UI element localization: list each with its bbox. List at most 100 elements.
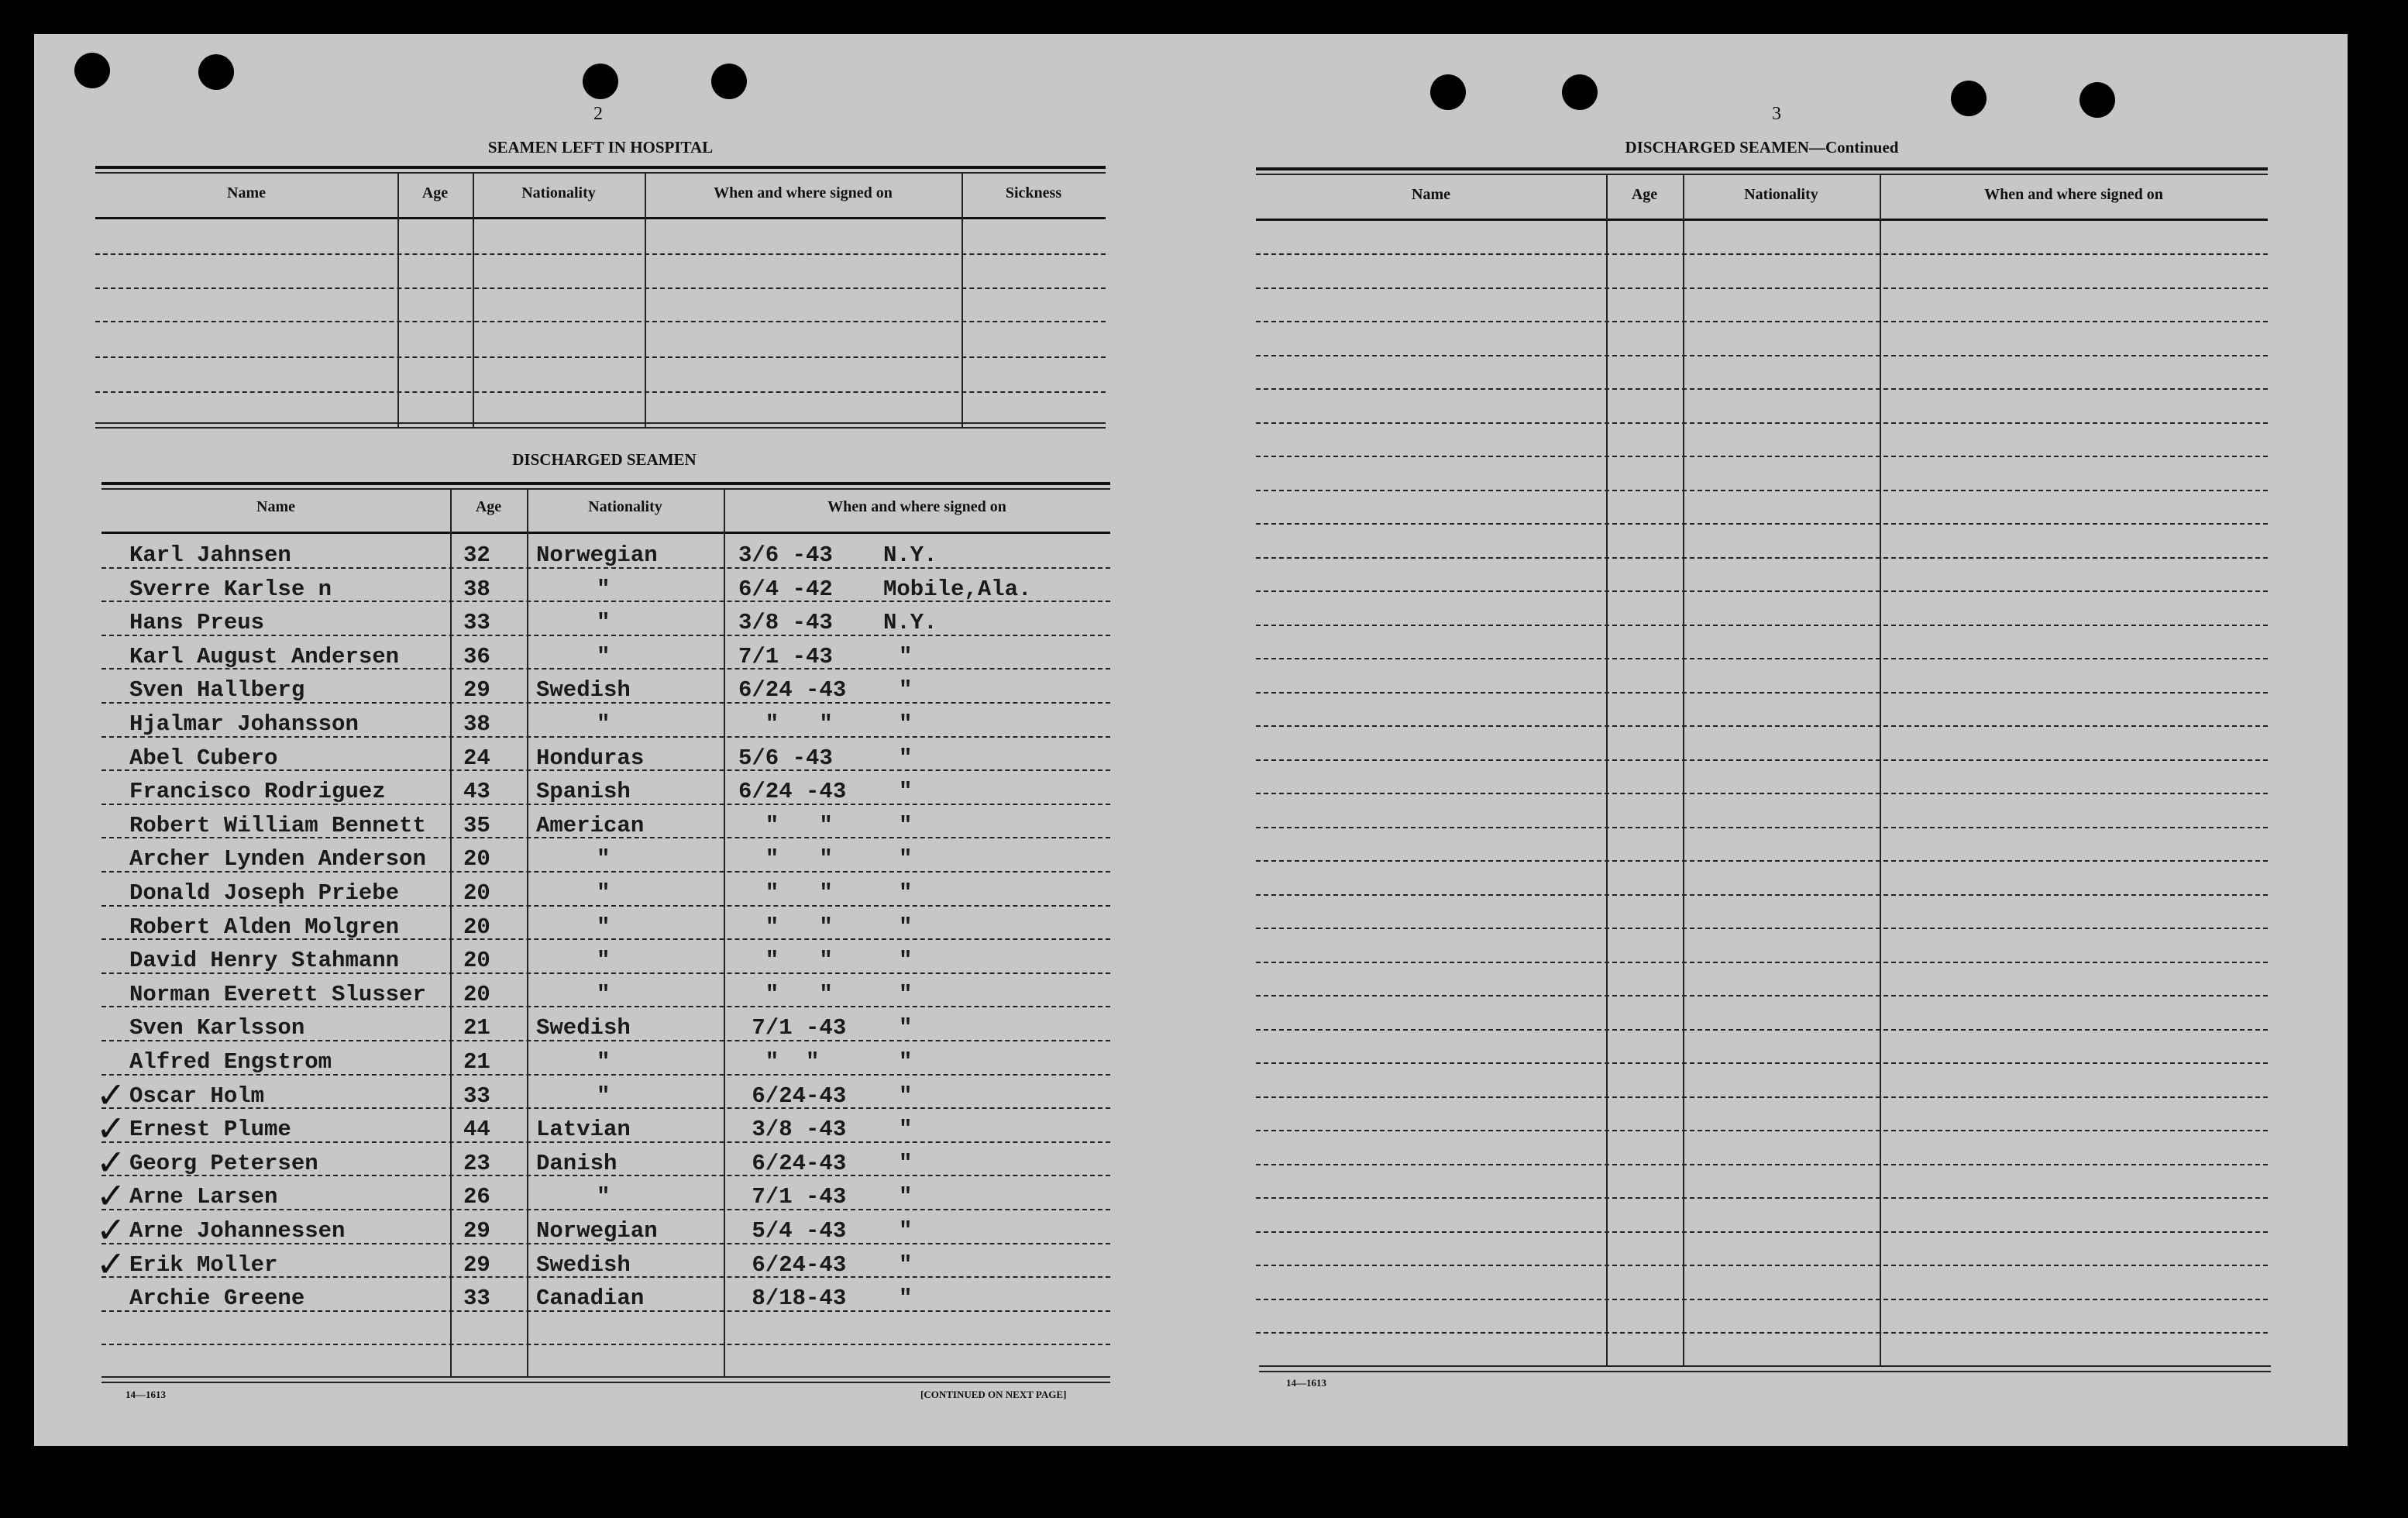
seaman-name: Arne Johannessen bbox=[129, 1218, 346, 1244]
check-mark-icon: ✓ bbox=[96, 1141, 126, 1183]
seaman-nationality: " bbox=[597, 1083, 611, 1109]
row-rule bbox=[1256, 1062, 2268, 1064]
signed-on-date: 6/24 -43 bbox=[738, 779, 847, 805]
row-rule bbox=[1256, 1332, 2268, 1334]
seaman-nationality: " bbox=[597, 880, 611, 906]
seaman-name: Ernest Plume bbox=[129, 1117, 291, 1143]
row-rule bbox=[101, 769, 1110, 772]
column-header-name: Name bbox=[256, 498, 295, 515]
seaman-nationality: " bbox=[597, 711, 611, 737]
check-mark-icon: ✓ bbox=[96, 1209, 126, 1251]
seaman-name: Donald Joseph Priebe bbox=[129, 880, 400, 906]
row-rule bbox=[1256, 691, 2268, 694]
signed-on-place: Mobile,Ala. bbox=[883, 576, 1032, 602]
signed-on-place: " bbox=[899, 846, 913, 873]
row-rule bbox=[1256, 1130, 2268, 1131]
seaman-nationality: Norwegian bbox=[536, 542, 658, 568]
seaman-age: 20 bbox=[463, 846, 490, 873]
table-bottom-rule bbox=[95, 427, 1106, 429]
seaman-nationality: " bbox=[597, 643, 611, 670]
row-rule bbox=[101, 1141, 1110, 1143]
seaman-nationality: " bbox=[597, 846, 611, 873]
seaman-name: Norman Everett Slusser bbox=[129, 981, 426, 1007]
column-divider bbox=[645, 172, 646, 427]
row-rule bbox=[101, 1310, 1110, 1312]
signed-on-place: " bbox=[899, 1218, 913, 1244]
signed-on-place: " bbox=[899, 1117, 913, 1143]
continued-section-title: DISCHARGED SEAMEN—Continued bbox=[1625, 138, 1899, 157]
signed-on-date: " " bbox=[738, 812, 833, 838]
column-header-sickness: Sickness bbox=[1005, 184, 1062, 201]
row-rule bbox=[1256, 995, 2268, 997]
seaman-name: Robert William Bennett bbox=[129, 812, 426, 838]
row-rule bbox=[1256, 624, 2268, 626]
row-rule bbox=[101, 837, 1110, 839]
seaman-age: 36 bbox=[463, 643, 490, 670]
column-header-signed-on: When and where signed on bbox=[1984, 186, 2163, 203]
seaman-nationality: " bbox=[597, 576, 611, 602]
seaman-nationality: " bbox=[597, 948, 611, 974]
column-divider bbox=[1880, 174, 1881, 1367]
row-rule bbox=[1256, 354, 2268, 356]
document-page bbox=[34, 34, 2348, 1446]
row-rule bbox=[101, 1276, 1110, 1279]
row-rule bbox=[1256, 1265, 2268, 1266]
signed-on-place: " bbox=[899, 779, 913, 805]
row-rule bbox=[101, 803, 1110, 805]
column-header-signed-on: When and where signed on bbox=[827, 498, 1006, 515]
signed-on-date: " " bbox=[738, 880, 833, 906]
seaman-age: 20 bbox=[463, 948, 490, 974]
seaman-age: 29 bbox=[463, 1251, 490, 1278]
row-rule bbox=[101, 566, 1110, 569]
seaman-name: Robert Alden Molgren bbox=[129, 914, 400, 940]
row-rule bbox=[1256, 456, 2268, 457]
signed-on-place: " bbox=[899, 1286, 913, 1312]
seaman-name: Sverre Karlse n bbox=[129, 576, 332, 602]
punch-hole bbox=[1430, 74, 1466, 110]
row-rule bbox=[95, 321, 1106, 322]
row-rule bbox=[1256, 1197, 2268, 1199]
table-bottom-rule bbox=[95, 422, 1106, 424]
column-header-nationality: Nationality bbox=[521, 184, 596, 201]
row-rule bbox=[1256, 826, 2268, 828]
signed-on-place: " bbox=[899, 880, 913, 906]
form-number-left: 14—1613 bbox=[126, 1389, 166, 1400]
row-rule bbox=[101, 1073, 1110, 1076]
row-rule bbox=[1256, 1096, 2268, 1098]
seaman-nationality: Latvian bbox=[536, 1117, 631, 1143]
seaman-nationality: Canadian bbox=[536, 1286, 645, 1312]
signed-on-date: 5/6 -43 bbox=[738, 745, 833, 771]
seaman-age: 43 bbox=[463, 779, 490, 805]
signed-on-date: 6/24 -43 bbox=[738, 677, 847, 704]
punch-hole bbox=[74, 53, 110, 88]
signed-on-date: " " bbox=[738, 1049, 820, 1075]
seaman-age: 33 bbox=[463, 610, 490, 636]
signed-on-place: " bbox=[899, 677, 913, 704]
signed-on-place: " bbox=[899, 711, 913, 737]
signed-on-date: 7/1 -43 bbox=[738, 1184, 847, 1210]
row-rule bbox=[1256, 523, 2268, 525]
seaman-name: Sven Karlsson bbox=[129, 1015, 305, 1041]
signed-on-date: 3/6 -43 bbox=[738, 542, 833, 568]
row-rule bbox=[101, 1242, 1110, 1244]
column-header-name: Name bbox=[1412, 186, 1450, 203]
row-rule bbox=[1256, 422, 2268, 424]
seaman-nationality: Swedish bbox=[536, 1015, 631, 1041]
row-rule bbox=[1256, 556, 2268, 559]
row-rule bbox=[101, 634, 1110, 636]
seaman-age: 32 bbox=[463, 542, 490, 568]
seaman-name: Francisco Rodriguez bbox=[129, 779, 386, 805]
row-rule bbox=[1256, 759, 2268, 761]
row-rule bbox=[101, 1209, 1110, 1210]
signed-on-place: " bbox=[899, 948, 913, 974]
seaman-age: 20 bbox=[463, 981, 490, 1007]
row-rule bbox=[101, 702, 1110, 704]
seaman-nationality: Swedish bbox=[536, 1251, 631, 1278]
signed-on-date: 3/8 -43 bbox=[738, 610, 833, 636]
punch-hole bbox=[1951, 81, 1987, 116]
column-header-age: Age bbox=[1631, 186, 1658, 203]
row-rule bbox=[1256, 590, 2268, 592]
punch-hole bbox=[2079, 82, 2115, 118]
seaman-age: 21 bbox=[463, 1049, 490, 1075]
column-header-signed-on: When and where signed on bbox=[714, 184, 893, 201]
